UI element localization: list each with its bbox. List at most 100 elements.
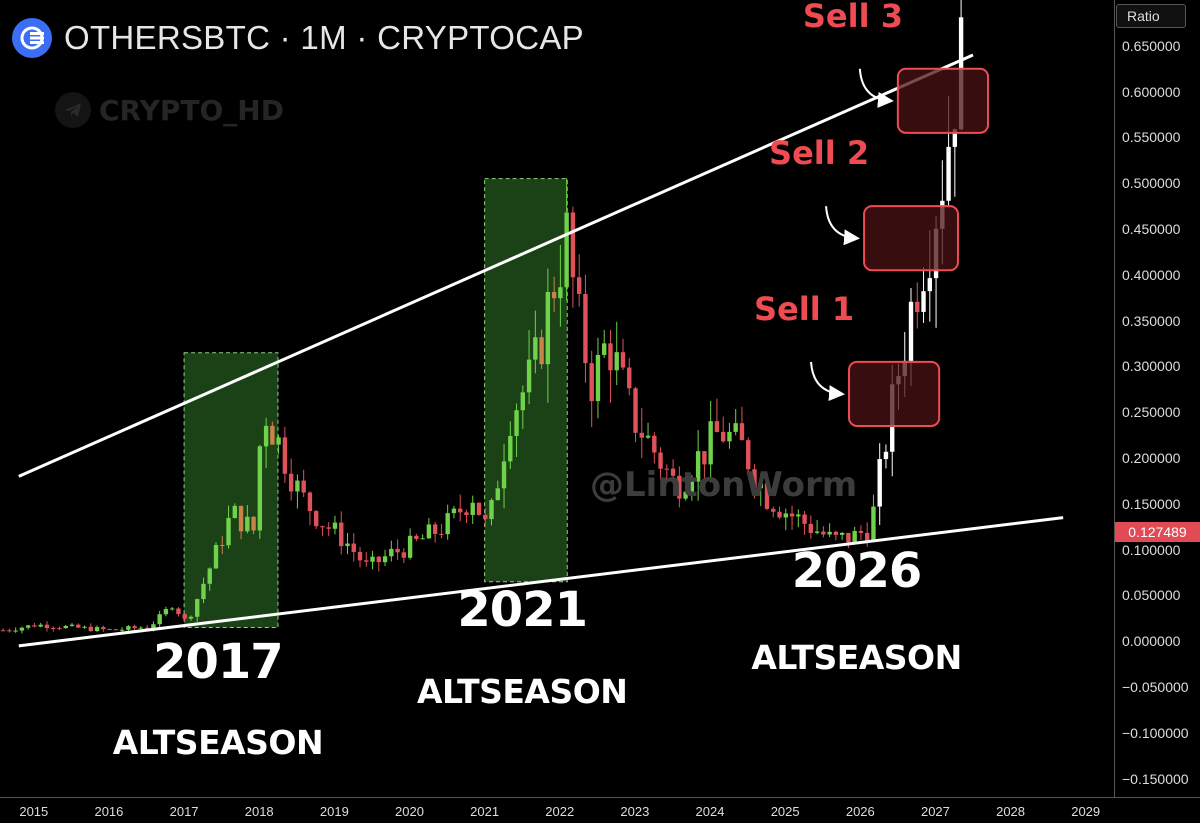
candle-body [576, 277, 582, 294]
x-tick-label: 2023 [620, 804, 650, 819]
x-tick-label: 2029 [1071, 804, 1101, 819]
sell-zone-1 [848, 360, 941, 427]
candle-body [727, 431, 732, 442]
x-tick-label: 2015 [19, 804, 49, 819]
candle-body [645, 435, 651, 438]
x-tick-label: 2025 [770, 804, 800, 819]
candle-body [320, 526, 325, 528]
candle-body [921, 291, 926, 312]
candle-body [458, 508, 463, 513]
candle-body [808, 523, 814, 533]
candle-body [570, 212, 576, 278]
candle-body [376, 556, 381, 563]
y-tick-label: 0.400000 [1122, 266, 1181, 283]
y-tick-label: 0.050000 [1122, 587, 1181, 604]
candle-body [821, 531, 826, 535]
candle-body [814, 531, 820, 533]
candle-body [589, 363, 594, 402]
candle-body [257, 446, 263, 531]
candle-body [307, 492, 313, 512]
candle-body [182, 614, 187, 619]
candle-body [520, 392, 526, 411]
sell-arrow-1 [810, 361, 846, 402]
y-tick-label: 0.450000 [1122, 221, 1181, 238]
candle-body [351, 543, 356, 553]
y-tick-label: 0.600000 [1122, 83, 1181, 100]
x-tick-label: 2028 [996, 804, 1026, 819]
candle-body [113, 629, 119, 631]
time-axis[interactable] [0, 797, 1200, 823]
season-year-label: 2026 [791, 542, 923, 599]
candle-body [746, 440, 751, 470]
candle-body [63, 625, 68, 629]
candle-body [733, 423, 738, 432]
candle-body [295, 480, 300, 492]
candle-body [658, 452, 663, 469]
symbol-title[interactable]: OTHERSBTC · 1M · CRYPTOCAP [64, 19, 584, 56]
candle-body [332, 522, 338, 529]
candle-body [802, 514, 807, 524]
sell-arrow-3 [858, 68, 894, 108]
candle-body [670, 468, 676, 476]
candle-body [871, 506, 876, 541]
candle-body [407, 535, 413, 558]
candle-body [382, 556, 388, 563]
y-tick-label: −0.050000 [1122, 679, 1189, 696]
y-tick-label: 0.100000 [1122, 541, 1181, 558]
watermark-crypto-hd: CRYPTO_HD [55, 92, 284, 128]
sell-label-1: Sell 1 [754, 289, 855, 328]
candle-body [852, 530, 857, 543]
candle-body [639, 432, 644, 438]
candle-body [752, 469, 757, 489]
candle-body [138, 627, 144, 629]
candle-body [877, 459, 882, 507]
sell-zone-2 [863, 205, 959, 272]
candle-body [432, 524, 438, 535]
y-tick-label: 0.000000 [1122, 633, 1181, 650]
candle-body [764, 483, 770, 509]
season-word-label: ALTSEASON [416, 672, 628, 712]
x-tick-label: 2018 [244, 804, 274, 819]
candle-body [739, 423, 745, 441]
x-tick-label: 2026 [845, 804, 875, 819]
candle-body [101, 627, 106, 630]
scale-ratio-button[interactable]: Ratio [1116, 4, 1186, 28]
x-tick-label: 2027 [920, 804, 950, 819]
candle-body [326, 527, 331, 529]
candle-body [720, 431, 726, 442]
candle-body [695, 451, 701, 482]
candle-body [483, 514, 488, 520]
telegram-icon [55, 92, 91, 128]
candle-body [551, 292, 557, 299]
candle-body [476, 502, 482, 515]
candle-body [282, 437, 288, 474]
candle-body [771, 508, 776, 512]
candle-body [44, 624, 50, 628]
candle-body [251, 516, 256, 531]
candle-body [357, 552, 363, 561]
candle-body [864, 532, 870, 541]
candle-body [677, 475, 682, 499]
candle-body [620, 352, 626, 368]
candle-body [188, 616, 194, 619]
candle-body [151, 624, 156, 629]
sell-zone-3 [896, 67, 990, 134]
candle-body [201, 583, 206, 600]
y-tick-label: 0.500000 [1122, 175, 1181, 192]
candle-body [526, 359, 532, 393]
candle-body [238, 505, 244, 532]
candle-body [301, 480, 306, 493]
x-tick-label: 2024 [695, 804, 725, 819]
season-zones [183, 178, 568, 629]
candle-body [789, 513, 795, 517]
trendlines [18, 53, 1064, 648]
price-axis[interactable] [1114, 0, 1200, 797]
x-tick-label: 2016 [94, 804, 124, 819]
candle-body [389, 548, 394, 557]
season-year-label: 2017 [153, 634, 284, 691]
candle-body [508, 435, 513, 462]
cryptocap-logo-icon [12, 18, 52, 58]
candle-body [51, 627, 56, 629]
season-zone-0 [183, 352, 279, 629]
candle-body [708, 421, 713, 465]
